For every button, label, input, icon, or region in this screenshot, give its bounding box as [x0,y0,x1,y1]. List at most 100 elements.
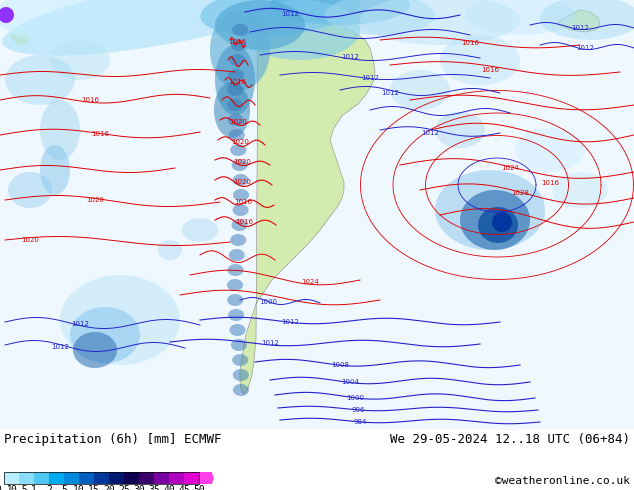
Text: 1016: 1016 [234,199,252,205]
Polygon shape [360,0,520,45]
Polygon shape [540,0,634,40]
Polygon shape [230,54,245,66]
Polygon shape [40,100,80,160]
Text: 1016: 1016 [91,131,109,137]
Polygon shape [232,24,248,36]
Polygon shape [227,294,243,306]
Bar [139,472,154,484]
Polygon shape [73,332,117,368]
Polygon shape [233,174,249,186]
Text: 45: 45 [178,485,190,490]
Polygon shape [231,219,247,231]
Text: 1020: 1020 [21,237,39,243]
Polygon shape [240,0,360,60]
Polygon shape [240,4,375,394]
Text: 1012: 1012 [571,25,589,31]
Text: 1012: 1012 [421,130,439,136]
Polygon shape [228,69,244,81]
Text: 1012: 1012 [281,11,299,17]
Polygon shape [233,384,249,396]
Bar [4,472,199,484]
Polygon shape [227,279,243,291]
Bar [49,472,64,484]
Text: 1000: 1000 [346,395,364,401]
Text: 1016: 1016 [228,79,246,85]
Text: 1020: 1020 [233,159,251,165]
Polygon shape [158,240,182,260]
Bar [109,472,124,484]
Polygon shape [199,472,214,484]
Bar [94,472,109,484]
Text: 20: 20 [103,485,115,490]
Text: 35: 35 [148,485,160,490]
Polygon shape [460,190,530,250]
Polygon shape [228,309,244,321]
Text: 1012: 1012 [51,344,69,350]
Polygon shape [233,369,249,381]
Polygon shape [210,10,270,90]
Text: 1000: 1000 [259,299,277,305]
Polygon shape [0,7,14,23]
Polygon shape [60,275,180,365]
Polygon shape [200,0,359,36]
Text: 0.5: 0.5 [10,485,28,490]
Text: 1012: 1012 [261,340,279,346]
Polygon shape [270,0,410,25]
Bar [19,472,34,484]
Polygon shape [440,35,520,85]
Text: 2: 2 [46,485,52,490]
Polygon shape [229,249,245,261]
Polygon shape [0,0,105,40]
Text: 984: 984 [353,419,366,425]
Bar [34,472,49,484]
Polygon shape [5,55,75,105]
Text: 5: 5 [61,485,67,490]
Polygon shape [435,170,545,250]
Text: 1020: 1020 [231,139,249,145]
Polygon shape [233,204,249,216]
Text: 1012: 1012 [381,90,399,96]
Text: 50: 50 [193,485,205,490]
Text: 1012: 1012 [361,75,379,81]
Bar [184,472,199,484]
Polygon shape [10,30,30,45]
Text: 1024: 1024 [301,279,319,285]
Bar [64,472,79,484]
Polygon shape [492,212,512,232]
Polygon shape [70,307,140,363]
Polygon shape [478,207,518,243]
Polygon shape [325,0,435,35]
Text: 1016: 1016 [541,180,559,186]
Text: 1004: 1004 [341,379,359,385]
Bar [169,472,184,484]
Text: 0.1: 0.1 [0,485,13,490]
Text: 1: 1 [31,485,37,490]
Polygon shape [227,84,243,96]
Polygon shape [465,0,575,35]
Text: 10: 10 [73,485,85,490]
Text: 1020: 1020 [233,179,251,185]
Polygon shape [230,144,246,156]
Polygon shape [231,159,248,171]
Bar [154,472,169,484]
Text: 30: 30 [133,485,145,490]
Polygon shape [8,172,52,208]
Polygon shape [50,40,110,80]
Text: 1028: 1028 [511,190,529,196]
Text: 1008: 1008 [331,362,349,368]
Text: Precipitation (6h) [mm] ECMWF: Precipitation (6h) [mm] ECMWF [4,433,221,446]
Text: 1012: 1012 [341,54,359,60]
Text: 1020: 1020 [229,119,247,125]
Text: 1024: 1024 [501,165,519,171]
Polygon shape [215,45,255,115]
Polygon shape [435,112,485,148]
Polygon shape [231,39,247,51]
Polygon shape [232,354,248,366]
Text: 1016: 1016 [461,40,479,46]
Polygon shape [227,99,243,111]
Bar [79,472,94,484]
Text: 1020: 1020 [86,197,104,203]
Polygon shape [515,128,585,172]
Text: We 29-05-2024 12..18 UTC (06+84): We 29-05-2024 12..18 UTC (06+84) [390,433,630,446]
Text: 1016: 1016 [228,39,246,45]
